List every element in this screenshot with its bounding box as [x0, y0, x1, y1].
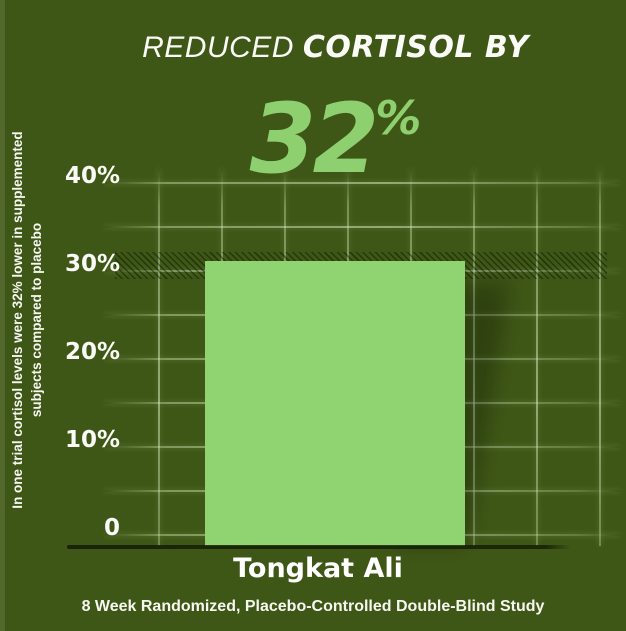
- study-footnote: 8 Week Randomized, Placebo-Controlled Do…: [81, 598, 545, 615]
- bar-tongkat-ali: [205, 261, 465, 546]
- headline-percent-sign: %: [375, 91, 422, 145]
- title-words-cortisol-by: CORTISOL BY: [302, 30, 529, 65]
- y-tick-40: 40%: [64, 163, 120, 189]
- x-axis-line: [67, 545, 571, 549]
- headline-value: 32: [249, 83, 380, 195]
- headline-percentage: 32%: [45, 68, 626, 189]
- page-title: REDUCED CORTISOL BY: [45, 30, 626, 65]
- y-tick-20: 20%: [64, 339, 120, 365]
- left-edge-strip: [0, 0, 5, 631]
- x-axis-category-label: Tongkat Ali: [233, 553, 403, 584]
- y-tick-0: 0: [103, 515, 120, 541]
- y-tick-30: 30%: [64, 251, 120, 277]
- y-tick-10: 10%: [64, 427, 120, 453]
- title-word-reduced: REDUCED: [142, 31, 294, 64]
